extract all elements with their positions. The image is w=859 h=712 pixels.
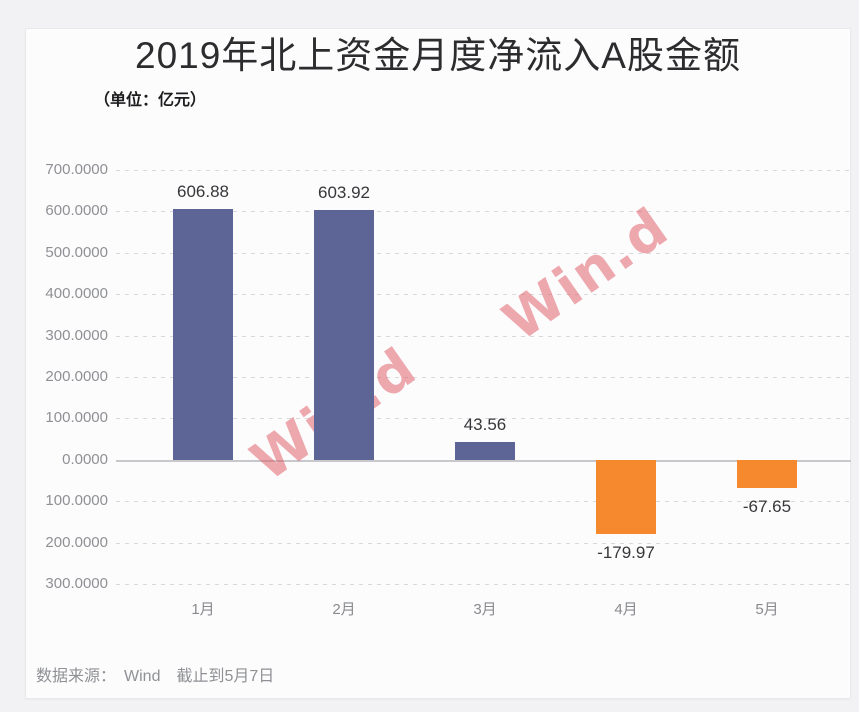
- y-tick-label: 300.0000: [45, 326, 108, 344]
- gridline: [116, 418, 851, 420]
- gridline: [116, 211, 851, 213]
- y-tick-label: 200.0000: [45, 533, 108, 551]
- y-axis-labels: 700.0000 600.0000 500.0000 400.0000 300.0000…: [26, 161, 108, 592]
- gridline: [116, 501, 851, 503]
- chart-title: 2019年北上资金月度净流入A股金额: [135, 35, 741, 76]
- gridline: [116, 252, 851, 254]
- y-tick-label: 500.0000: [45, 243, 108, 261]
- chart-card: 2019年北上资金月度净流入A股金额 （单位：亿元） 700.0000 600.0…: [25, 28, 851, 699]
- gridline: [116, 542, 851, 544]
- data-cutoff-note: 截止到5月7日: [176, 668, 275, 685]
- bar-value-label: -179.97: [597, 543, 655, 563]
- y-tick-label: 600.0000: [45, 202, 108, 220]
- bar-4月: [596, 459, 656, 535]
- bar-value-label: 603.92: [318, 182, 370, 202]
- gridline: [116, 335, 851, 337]
- y-tick-label: 300.0000: [45, 575, 108, 592]
- gridline: [116, 377, 851, 378]
- x-axis-label: 2月: [332, 601, 356, 618]
- chart-unit-subtitle: （单位：亿元）: [94, 92, 207, 109]
- x-axis-label: 5月: [755, 601, 779, 618]
- bar-value-label: -67.65: [742, 496, 792, 516]
- bar-2月: [314, 209, 374, 460]
- y-tick-label: 400.0000: [45, 285, 108, 303]
- y-tick-label: 0.0000: [62, 450, 108, 468]
- gridline: [116, 170, 851, 171]
- y-tick-label: 100.0000: [45, 492, 108, 510]
- x-axis-label: 3月: [473, 601, 497, 618]
- y-tick-label: 200.0000: [45, 368, 108, 385]
- y-tick-label: 700.0000: [45, 161, 108, 178]
- gridline: [116, 584, 851, 585]
- data-source-footer: 数据来源： Wind 截止到5月7日: [36, 662, 274, 686]
- data-source-label: 数据来源：: [36, 668, 117, 685]
- bar-5月: [737, 459, 797, 488]
- plot-area: Win.d Win.d 606.881月603.922月43.563月-179.…: [116, 170, 851, 618]
- x-axis-label: 1月: [191, 601, 215, 618]
- bar-chart: 700.0000 600.0000 500.0000 400.0000 300.0000…: [26, 161, 851, 670]
- y-tick-label: 100.0000: [45, 409, 108, 427]
- bar-value-label: 43.56: [463, 414, 507, 434]
- x-axis-label: 4月: [614, 601, 638, 618]
- data-source-value: Wind: [124, 668, 161, 685]
- wind-watermark: Win.d: [491, 194, 681, 354]
- bar-3月: [455, 441, 515, 460]
- gridline: [116, 294, 851, 296]
- bar-value-label: 606.88: [177, 181, 229, 201]
- zero-axis-line: [116, 459, 851, 462]
- bar-1月: [173, 208, 233, 460]
